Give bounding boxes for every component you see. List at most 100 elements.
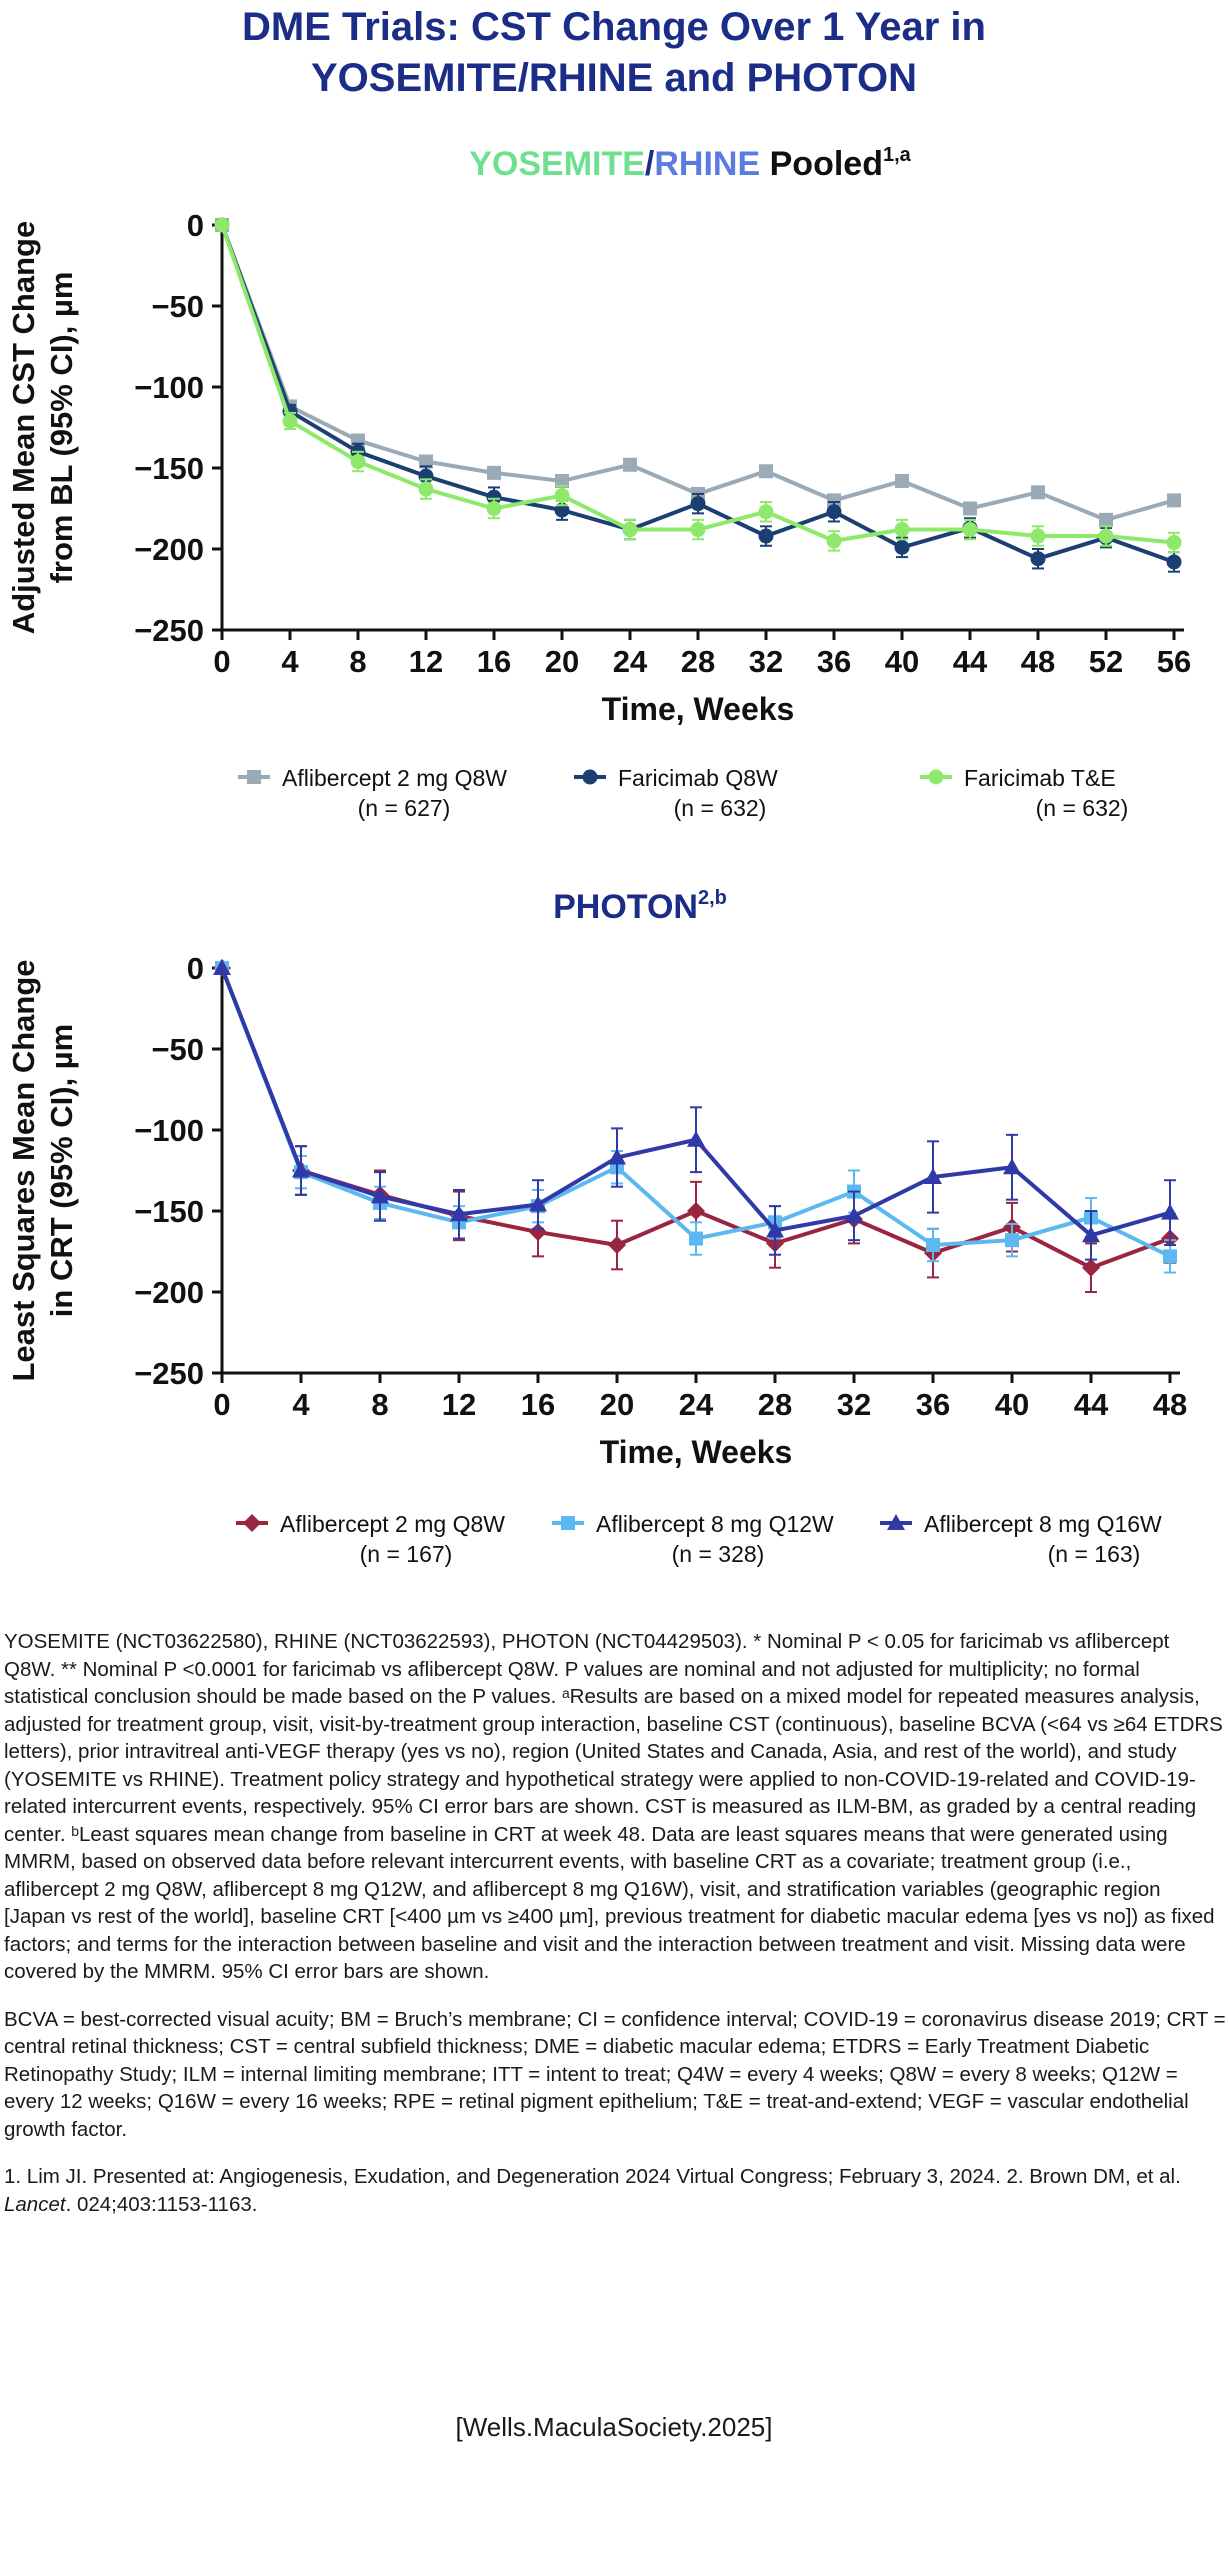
x-tick-label: 56 (1157, 644, 1191, 679)
x-tick-label: 12 (442, 1387, 476, 1422)
series-0 (215, 218, 1181, 527)
data-point (608, 1236, 626, 1255)
data-point (1003, 1158, 1021, 1175)
y-tick-label: −50 (151, 289, 204, 324)
x-tick-label: 28 (758, 1387, 792, 1422)
legend-label: Aflibercept 2 mg Q8W (282, 765, 507, 791)
data-point (758, 528, 774, 544)
legend-item-1: Faricimab Q8W (n = 632) (574, 765, 778, 821)
data-point (213, 959, 231, 975)
subtitle-rhine: RHINE (654, 145, 760, 183)
x-tick-label: 28 (681, 644, 715, 679)
data-point (926, 1238, 940, 1253)
subtitle-pooled: Pooled (760, 145, 883, 183)
subtitle-photon: PHOTON (553, 888, 698, 926)
data-point (845, 1206, 863, 1223)
x-tick-label: 4 (292, 1387, 310, 1422)
legend-item-1: Aflibercept 8 mg Q12W (n = 328) (552, 1511, 834, 1567)
reference-journal: Lancet (4, 2192, 66, 2216)
y-tick-label: −50 (151, 1032, 204, 1067)
data-point (962, 522, 978, 538)
data-point (554, 502, 570, 518)
abbreviations-paragraph: BCVA = best-corrected visual acuity; BM … (4, 2007, 1226, 2141)
data-point (1031, 485, 1045, 500)
data-point (1163, 1249, 1177, 1264)
x-tick-label: 52 (1089, 644, 1123, 679)
y-tick-label: −200 (134, 532, 204, 567)
data-point (1030, 528, 1046, 544)
source-citation: [Wells.MaculaSociety.2025] (455, 2412, 773, 2442)
data-point (826, 504, 842, 520)
legend-n: (n = 632) (674, 795, 767, 821)
photon-chart: PHOTON2,b Least Squares Mean Change in CRT… (6, 887, 1187, 1567)
data-point (371, 1187, 389, 1204)
legend-item-0: Aflibercept 2 mg Q8W (n = 627) (238, 765, 507, 821)
data-point (554, 488, 570, 504)
legend-label: Faricimab Q8W (618, 765, 778, 791)
x-tick-label: 32 (837, 1387, 871, 1422)
data-point (827, 493, 841, 508)
data-point (963, 501, 977, 516)
data-point (690, 496, 706, 512)
data-point (924, 1167, 942, 1184)
legend-item-0: Aflibercept 2 mg Q8W (n = 167) (236, 1511, 505, 1567)
legend-swatch-marker (247, 770, 261, 784)
y-tick-label: 0 (187, 208, 204, 243)
data-point (1167, 493, 1181, 508)
x-tick-label: 24 (613, 644, 648, 679)
data-point (1082, 1226, 1100, 1243)
reference-text-a: 1. Lim JI. Presented at: Angiogenesis, E… (4, 2165, 1181, 2188)
y-axis-label-line: from BL (95% CI), µm (44, 272, 79, 584)
chart-subtitle: PHOTON2,b (553, 887, 727, 926)
x-tick-label: 48 (1153, 1387, 1187, 1422)
subtitle-yosemite: YOSEMITE (469, 145, 645, 183)
x-tick-label: 0 (213, 1387, 230, 1422)
x-tick-label: 24 (679, 1387, 714, 1422)
data-point (418, 481, 434, 497)
data-point (487, 465, 501, 480)
x-tick-label: 12 (409, 644, 443, 679)
legend-n: (n = 328) (672, 1541, 765, 1567)
series-2 (214, 217, 1182, 554)
x-tick-label: 20 (600, 1387, 634, 1422)
data-point (1082, 1258, 1100, 1277)
data-point (895, 473, 909, 488)
y-axis-label-line: Adjusted Mean CST Change (6, 221, 41, 634)
footnote-paragraph-1: YOSEMITE (NCT03622580), RHINE (NCT036225… (4, 1630, 1223, 1983)
y-tick-label: −250 (134, 613, 204, 648)
data-point (350, 454, 366, 470)
data-point (687, 1202, 705, 1220)
x-tick-label: 40 (885, 644, 919, 679)
data-point (1030, 551, 1046, 567)
legend-label: Aflibercept 8 mg Q16W (924, 1511, 1162, 1537)
data-point (214, 217, 230, 233)
data-point (826, 533, 842, 549)
legend-swatch-marker (561, 1516, 575, 1530)
y-tick-label: −200 (134, 1275, 204, 1310)
y-tick-label: −150 (134, 451, 204, 486)
x-axis-title: Time, Weeks (602, 691, 795, 727)
data-point (486, 501, 502, 516)
data-point (292, 1161, 310, 1178)
y-axis-label: Adjusted Mean CST Change from BL (95% CI)… (6, 221, 79, 634)
data-point (282, 413, 298, 429)
subtitle-superscript: 2,b (698, 887, 727, 909)
data-point (1166, 535, 1182, 551)
legend-swatch-marker (928, 769, 944, 785)
x-tick-label: 0 (213, 644, 230, 679)
references-paragraph: 1. Lim JI. Presented at: Angiogenesis, E… (4, 2163, 1226, 2218)
y-axis-label-line: Least Squares Mean Change (6, 959, 41, 1381)
x-tick-label: 36 (916, 1387, 950, 1422)
x-tick-label: 4 (281, 644, 299, 679)
x-tick-label: 8 (349, 644, 366, 679)
x-tick-label: 36 (817, 644, 851, 679)
legend-label: Aflibercept 8 mg Q12W (596, 1511, 834, 1537)
data-point (608, 1148, 626, 1165)
data-point (758, 504, 774, 520)
data-point (689, 1231, 703, 1246)
x-tick-label: 16 (521, 1387, 555, 1422)
data-point (1099, 512, 1113, 527)
data-point (894, 522, 910, 538)
x-tick-label: 32 (749, 644, 783, 679)
chart-subtitle: YOSEMITE/RHINE Pooled1,a (469, 144, 911, 183)
